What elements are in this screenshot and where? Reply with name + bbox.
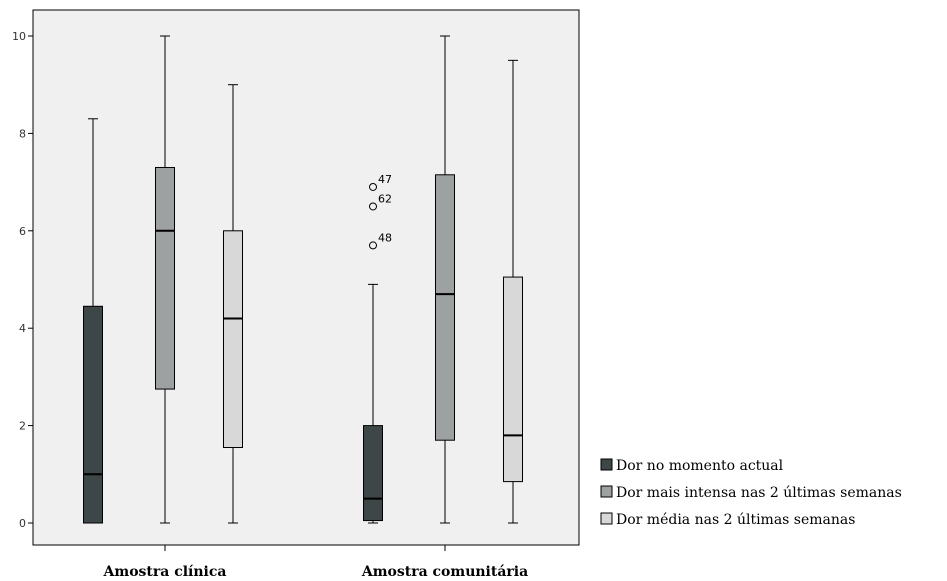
box-2-0 [223,84,243,524]
outlier-point [369,182,377,191]
y-tick-label: 2 [19,420,26,433]
legend-swatch [600,458,613,471]
legend-label: Dor média nas 2 últimas semanas [616,512,855,528]
boxes-group: 47 62 48 [83,35,523,524]
x-category-label: Amostra clínica [103,564,227,580]
y-tick-label: 8 [19,127,26,140]
box-rect [363,425,383,522]
y-tick-label: 0 [19,517,26,530]
y-tick-label: 10 [12,30,26,43]
x-category-label: Amostra comunitária [361,564,528,580]
legend-label: Dor no momento actual [616,458,784,474]
x-axis: Amostra clínica Amostra comunitária [103,545,528,580]
legend-label: Dor mais intensa nas 2 últimas semanas [616,485,902,501]
box-2-1 [503,59,523,524]
box-rect [83,305,103,524]
box-0-1: 47 62 48 [363,173,392,524]
legend: Dor no momento actual Dor mais intensa na… [600,458,902,528]
box-rect [503,276,523,483]
outlier-point [369,202,377,211]
box-rect [435,174,455,441]
box-rect [155,166,175,390]
y-tick-label: 6 [19,225,26,238]
box-rect [223,230,243,449]
y-axis: 0 2 4 6 8 10 [12,30,33,530]
box-1-0 [155,35,175,524]
outlier-point [369,241,377,250]
box-1-1 [435,35,455,524]
legend-swatch [600,485,613,498]
box-0-0 [83,118,103,524]
legend-swatch [600,512,613,525]
plot-area [32,9,580,546]
outlier-label: 62 [378,192,392,205]
outlier-label: 48 [378,231,392,244]
outlier-label: 47 [378,173,392,186]
y-tick-label: 4 [19,322,26,335]
